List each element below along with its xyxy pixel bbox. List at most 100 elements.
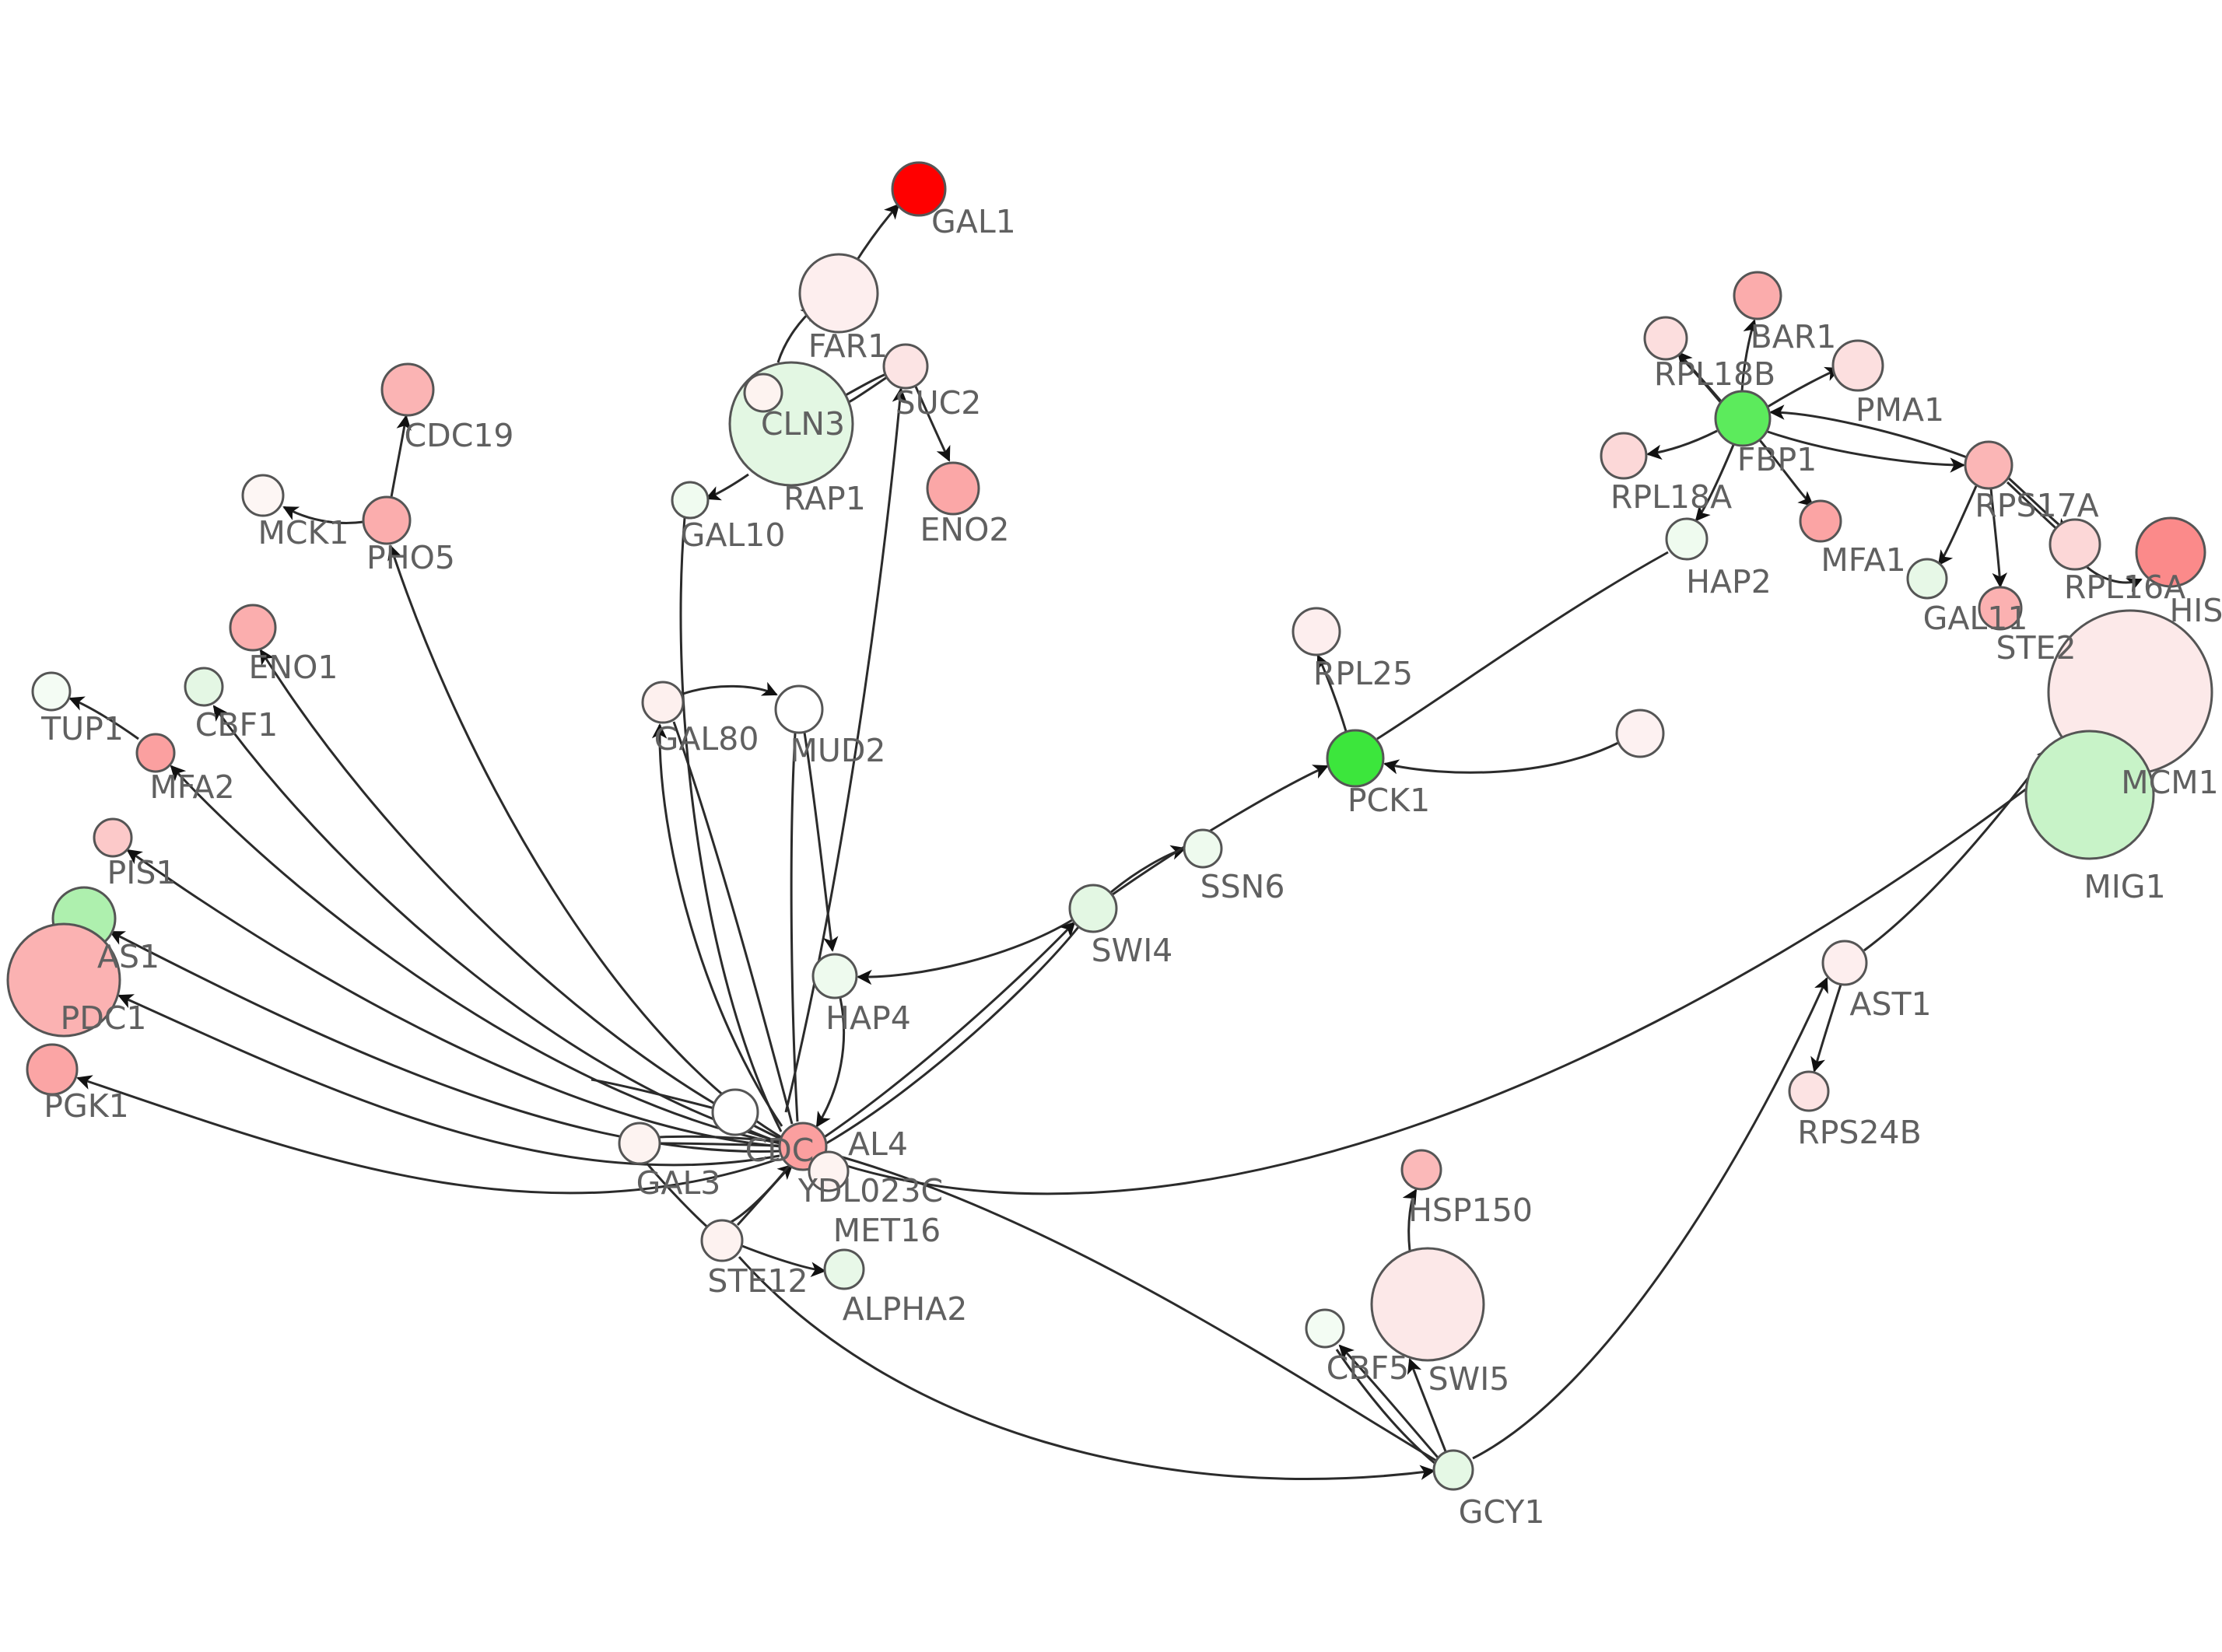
node-label: CBF1 [195,706,278,744]
network-edge [672,721,794,1125]
labels-layer: GAL1 FAR1 CLN3 RAP1 SUC2 ENO2 GAL10 CDC19 MCK1 PH… [40,203,2222,1531]
network-node[interactable] [1643,316,1688,361]
network-node[interactable] [1432,1449,1474,1491]
network-node[interactable] [1305,1308,1345,1349]
network-node[interactable] [1370,1247,1485,1362]
network-node[interactable] [2024,730,2155,860]
node-label: GAL11 [1923,600,2028,637]
network-node[interactable] [823,1248,865,1290]
node-label: CDC [745,1132,815,1169]
node-label: SSN6 [1200,868,1285,905]
network-node[interactable] [700,1219,744,1262]
network-edge [679,517,783,1132]
network-node[interactable] [135,733,176,773]
network-edge [1316,654,1348,732]
network-edge [659,1135,780,1143]
network-node[interactable] [743,373,783,413]
network-edge [1767,430,1965,473]
network-edge [126,849,781,1148]
network-node[interactable] [6,922,121,1038]
node-label: RPS17A [1975,487,2098,524]
network-edge [644,1161,710,1230]
network-edge [1335,1349,1436,1465]
network-node[interactable] [808,1150,850,1192]
node-label: PGK1 [44,1087,128,1125]
network-node[interactable] [891,161,947,217]
node-label: RPL18A [1610,478,1732,516]
network-node[interactable] [671,481,710,520]
network-node[interactable] [618,1122,661,1165]
network-node[interactable] [1978,586,2023,631]
network-node[interactable] [641,681,685,724]
network-node[interactable] [362,495,412,545]
network-node[interactable] [93,817,133,858]
network-edge [1810,984,1842,1073]
node-label: PDC1 [60,999,146,1037]
node-label: MCK1 [258,514,349,551]
network-edge [1758,439,1814,507]
network-node[interactable] [1400,1149,1442,1191]
node-label: GAL10 [681,516,786,554]
node-label: TUP1 [40,710,124,747]
network-edge [1338,1344,1440,1459]
network-node[interactable] [1831,339,1884,392]
network-edge [68,696,139,740]
node-label: PHO5 [366,539,455,576]
network-node[interactable] [811,953,858,999]
network-node[interactable] [1733,271,1782,320]
network-node[interactable] [2049,518,2101,571]
network-edge [1937,485,1978,566]
network-node[interactable] [2135,516,2206,588]
node-label: STE12 [707,1262,808,1300]
network-node[interactable] [1788,1070,1830,1112]
network-node[interactable] [229,604,277,652]
network-node[interactable] [1615,709,1665,758]
network-edge [390,415,412,498]
node-label: GAL80 [654,720,759,758]
node-label: GCY1 [1459,1493,1545,1531]
node-label: RPL25 [1313,655,1413,692]
network-node[interactable] [1665,517,1709,561]
network-node[interactable] [380,362,435,417]
node-label: HAP4 [825,999,911,1037]
network-node[interactable] [882,343,929,390]
network-node[interactable] [1906,558,1948,600]
node-label: CLN3 [761,405,845,443]
network-edge [1402,1188,1418,1251]
node-label: RPL16A [2064,569,2185,606]
network-node[interactable] [184,667,224,707]
network-edge [741,1244,826,1277]
node-label: AST1 [1849,985,1931,1023]
node-label: GAL3 [636,1164,721,1202]
node-label: CDC19 [405,417,514,454]
network-node[interactable] [1183,828,1223,869]
network-node[interactable] [1799,499,1842,543]
network-node[interactable] [1291,607,1341,656]
network-node[interactable] [926,461,980,516]
network-node[interactable] [1600,432,1648,480]
network-node[interactable] [31,671,72,712]
network-node[interactable] [1068,884,1118,933]
network-node[interactable] [774,684,824,734]
network-node[interactable] [26,1043,79,1096]
network-node[interactable] [711,1088,759,1136]
network-node[interactable] [241,474,285,517]
node-label: PMA1 [1856,391,1944,429]
network-node[interactable] [1821,940,1868,986]
node-label: RAP1 [783,480,866,517]
network-node[interactable] [1714,390,1772,447]
network-edge [259,649,781,1140]
network-node[interactable] [798,253,879,334]
node-label: SWI5 [1428,1360,1510,1398]
node-label: MFA2 [149,768,234,806]
network-edge [914,386,951,462]
network-edge [282,506,364,524]
network-edge [682,681,778,696]
network-node[interactable] [1326,729,1385,788]
network-edge [815,997,846,1128]
node-label: MUD2 [790,732,885,769]
node-label: FAR1 [808,327,888,365]
network-edge [1112,765,1329,896]
network-edge [212,705,781,1143]
network-node[interactable] [1964,440,2013,490]
